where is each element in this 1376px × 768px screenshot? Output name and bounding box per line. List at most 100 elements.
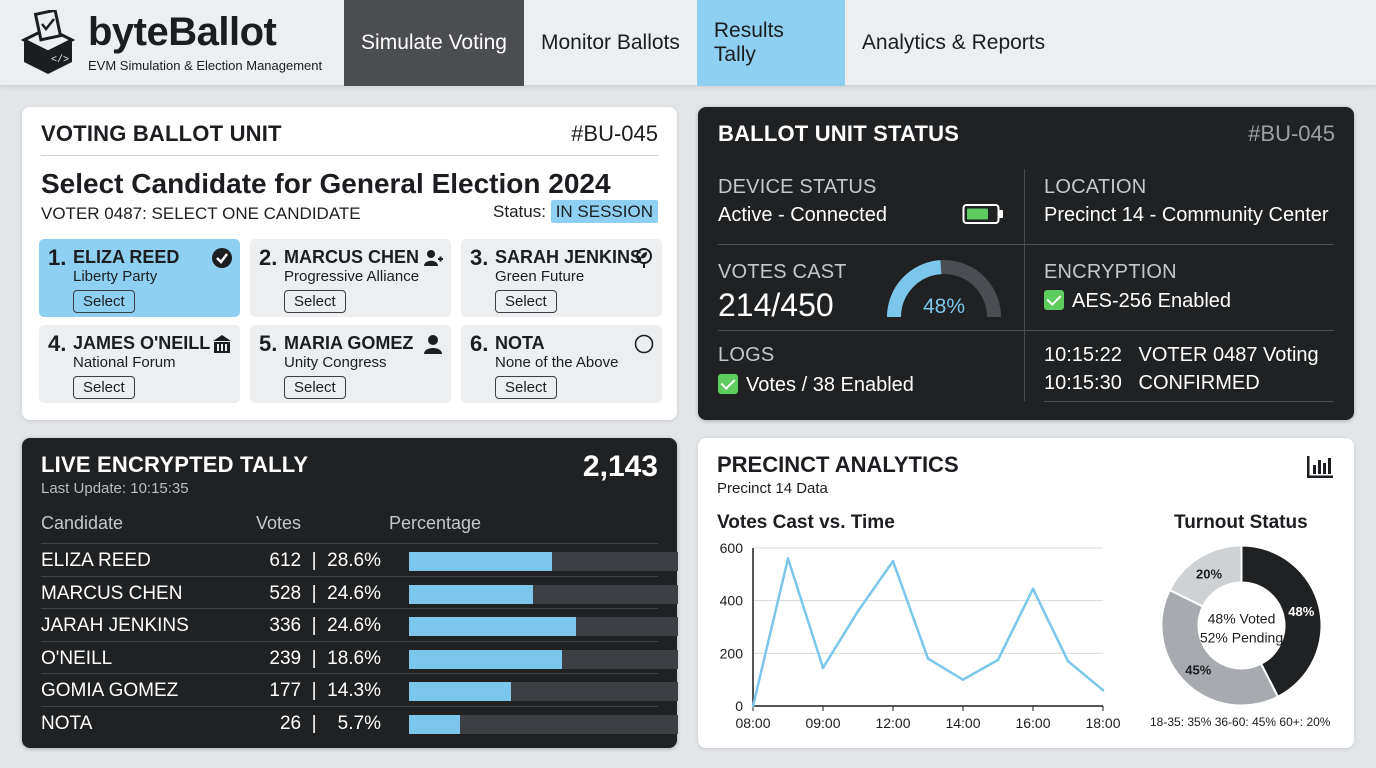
gauge-fill — [887, 260, 942, 318]
select-button[interactable]: Select — [284, 376, 346, 399]
donut-slice — [1240, 544, 1323, 699]
battery-icon — [962, 204, 1003, 224]
candidate-number: 5. — [259, 331, 278, 356]
log-entry: 10:15:22 VOTER 0487 Voting — [1044, 344, 1319, 367]
candidate-party: National Forum — [73, 354, 176, 371]
tab-monitor-ballots[interactable]: Monitor Ballots — [541, 31, 680, 54]
analytics-title: PRECINCT ANALYTICS — [717, 452, 959, 477]
tab-results-tally[interactable]: Results Tally — [696, 0, 845, 86]
select-button[interactable]: Select — [73, 376, 135, 399]
location-value: Precinct 14 - Community Center — [1044, 204, 1329, 226]
percentage-bar — [409, 584, 678, 604]
log-time: 10:15:22 — [1044, 344, 1122, 366]
candidate-card-marcus-chen[interactable]: 2. MARCUS CHEN Progressive Alliance Sele… — [250, 239, 451, 317]
tab-analytics-reports[interactable]: Analytics & Reports — [861, 31, 1046, 54]
data-point — [751, 704, 755, 708]
line-chart-title: Votes Cast vs. Time — [717, 512, 895, 533]
percentage-bar-fill — [409, 552, 552, 571]
candidate-party: Unity Congress — [284, 354, 387, 371]
leaf-badge-icon — [636, 248, 652, 268]
y-tick-label: 200 — [720, 645, 744, 661]
vote-count: 239 | 18.6% — [269, 647, 381, 669]
brand-subtitle: EVM Simulation & Election Management — [88, 58, 323, 73]
votes-cast-label: VOTES CAST — [718, 261, 847, 283]
x-tick-label: 18:00 — [1085, 715, 1120, 731]
x-tick-label: 08:00 — [735, 715, 770, 731]
x-tick-label: 16:00 — [1015, 715, 1050, 731]
data-point — [786, 557, 790, 560]
gauge-percent: 48% — [923, 295, 965, 318]
candidate-name: GOMIA GOMEZ — [41, 680, 179, 701]
donut-center-voted: 48% Voted — [1208, 611, 1276, 627]
svg-text:</>: </> — [51, 54, 69, 66]
candidate-name: JARAH JENKINS — [41, 615, 189, 636]
table-row: GOMIA GOMEZ 177 | 14.3% — [41, 673, 678, 705]
vote-count: 336 | 24.6% — [269, 615, 381, 636]
table-row: O'NEILL 239 | 18.6% — [41, 640, 678, 673]
vote-count: 528 | 24.6% — [269, 582, 381, 604]
percentage-bar — [409, 714, 678, 734]
person-icon — [424, 335, 442, 354]
y-tick-label: 600 — [720, 540, 744, 556]
status-unit-id: #BU-045 — [1248, 121, 1335, 146]
status-label: Status: — [493, 202, 546, 221]
candidate-number: 3. — [470, 245, 489, 270]
voting-ballot-card: VOTING BALLOT UNIT #BU-045 Select Candid… — [22, 107, 677, 420]
data-point — [1031, 587, 1035, 591]
select-button[interactable]: Select — [284, 290, 346, 313]
radio-empty-icon[interactable] — [633, 333, 655, 355]
donut-slice — [1160, 588, 1280, 707]
logs-value: Votes / 38 Enabled — [746, 374, 914, 396]
candidate-card-eliza-reed[interactable]: 1. ELIZA REED Liberty Party Select — [39, 239, 240, 317]
candidate-card-sarah-jenkins[interactable]: 3. SARAH JENKINS Green Future Select — [461, 239, 662, 317]
percentage-bar — [409, 682, 678, 701]
series-line-votes — [751, 557, 1104, 707]
table-row: JARAH JENKINS 336 | 24.6% — [41, 608, 678, 640]
tally-total: 2,143 — [582, 450, 658, 483]
data-point — [891, 559, 895, 563]
app-header: </> byteBallot EVM Simulation & Election… — [0, 0, 1376, 86]
encryption-label: ENCRYPTION — [1044, 261, 1177, 283]
turnout-donut-chart: 48% 45% 20% 48% Voted 52% Pending — [1160, 544, 1323, 707]
candidate-name: MARIA GOMEZ — [284, 333, 414, 353]
y-tick-label: 0 — [735, 698, 743, 714]
turnout-title: Turnout Status — [1174, 512, 1308, 533]
data-point — [926, 657, 930, 660]
ballot-unit-status-card: BALLOT UNIT STATUS #BU-045 DEVICE STATUS… — [698, 107, 1354, 420]
voter-instruction: VOTER 0487: SELECT ONE CANDIDATE — [41, 204, 361, 223]
candidate-card-nota[interactable]: 6. NOTA None of the Above Select — [461, 325, 662, 403]
bar-chart-icon[interactable] — [1305, 454, 1335, 480]
tab-simulate-voting[interactable]: Simulate Voting — [344, 0, 524, 86]
select-button[interactable]: Select — [73, 290, 135, 313]
select-button[interactable]: Select — [495, 290, 557, 313]
tally-card-title: LIVE ENCRYPTED TALLY — [41, 452, 309, 477]
candidate-party: None of the Above — [495, 354, 619, 371]
percentage-bar-fill — [409, 682, 512, 701]
votes-line-chart: 0 200 400 600 08:00 09:00 12:00 14:00 16:00 18:00 — [720, 540, 1121, 731]
vote-count: 26 | 5.7% — [279, 712, 381, 734]
status-card-title: BALLOT UNIT STATUS — [718, 121, 960, 146]
percentage-bar-fill — [409, 714, 461, 734]
candidate-name: NOTA — [41, 712, 93, 734]
column-header-votes: Votes — [256, 513, 302, 533]
analytics-subtitle: Precinct 14 Data — [717, 480, 828, 497]
candidate-card-maria-gomez[interactable]: 5. MARIA GOMEZ Unity Congress Select — [250, 325, 451, 403]
logs-value-row: Votes / 38 Enabled — [718, 374, 914, 397]
vote-count: 612 | 28.6% — [269, 550, 381, 571]
data-point — [961, 678, 965, 681]
device-status-label: DEVICE STATUS — [718, 176, 877, 198]
candidate-party: Liberty Party — [73, 268, 158, 285]
column-header-percentage: Percentage — [389, 513, 482, 533]
candidate-name: ELIZA REED — [41, 550, 151, 571]
select-button[interactable]: Select — [495, 376, 557, 399]
candidate-number: 4. — [48, 331, 67, 356]
y-tick-label: 400 — [720, 593, 744, 609]
percentage-bar-fill — [409, 617, 576, 636]
data-point — [856, 609, 860, 613]
votes-cast-value: 214/450 — [718, 287, 834, 323]
table-row: NOTA 26 | 5.7% — [41, 705, 678, 738]
ballot-box-logo-icon: </> — [20, 10, 76, 74]
slice-label: 48% — [1288, 604, 1314, 619]
candidate-card-james-oneill[interactable]: 4. JAMES O'NEILL National Forum Select — [39, 325, 240, 403]
slice-label: 20% — [1196, 566, 1222, 581]
